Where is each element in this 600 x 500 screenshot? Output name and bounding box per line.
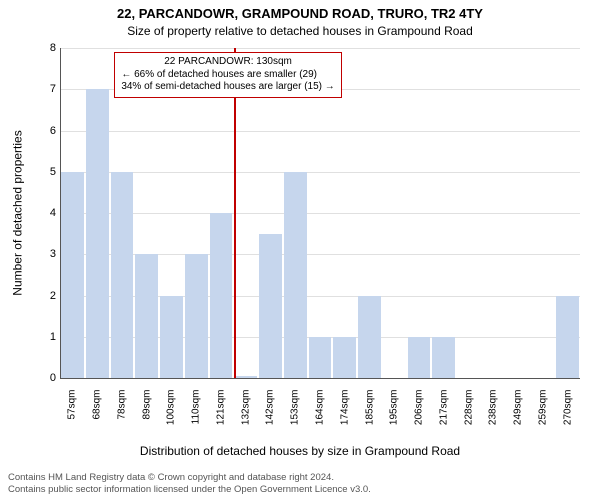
x-tick: 185sqm bbox=[364, 390, 375, 440]
bar bbox=[556, 296, 579, 379]
x-tick: 89sqm bbox=[141, 390, 152, 440]
y-tick: 0 bbox=[40, 372, 56, 384]
y-axis-label: Number of detached properties bbox=[10, 48, 26, 378]
bar bbox=[86, 89, 109, 378]
y-tick: 8 bbox=[40, 42, 56, 54]
title-sub: Size of property relative to detached ho… bbox=[0, 24, 600, 38]
bar bbox=[135, 254, 158, 378]
footer-line2: Contains public sector information licen… bbox=[8, 484, 592, 496]
annotation-box: 22 PARCANDOWR: 130sqm← 66% of detached h… bbox=[114, 52, 341, 98]
bar bbox=[432, 337, 455, 378]
y-tick: 4 bbox=[40, 207, 56, 219]
bar bbox=[210, 213, 233, 378]
bar bbox=[284, 172, 307, 378]
x-tick: 142sqm bbox=[265, 390, 276, 440]
gridline bbox=[60, 172, 580, 173]
footer: Contains HM Land Registry data © Crown c… bbox=[8, 472, 592, 496]
x-tick: 132sqm bbox=[240, 390, 251, 440]
annotation-line3: 34% of semi-detached houses are larger (… bbox=[121, 81, 334, 94]
footer-line1: Contains HM Land Registry data © Crown c… bbox=[8, 472, 592, 484]
x-tick: 164sqm bbox=[315, 390, 326, 440]
x-tick: 206sqm bbox=[414, 390, 425, 440]
annotation-line2: ← 66% of detached houses are smaller (29… bbox=[121, 69, 334, 82]
y-tick: 7 bbox=[40, 83, 56, 95]
y-tick: 6 bbox=[40, 125, 56, 137]
y-tick: 1 bbox=[40, 331, 56, 343]
x-tick: 238sqm bbox=[488, 390, 499, 440]
chart-container: 22, PARCANDOWR, GRAMPOUND ROAD, TRURO, T… bbox=[0, 0, 600, 500]
x-tick: 78sqm bbox=[116, 390, 127, 440]
title-main: 22, PARCANDOWR, GRAMPOUND ROAD, TRURO, T… bbox=[0, 6, 600, 21]
x-tick: 249sqm bbox=[513, 390, 524, 440]
y-axis-label-text: Number of detached properties bbox=[11, 130, 25, 295]
bar bbox=[61, 172, 84, 378]
bar bbox=[259, 234, 282, 378]
y-tick: 5 bbox=[40, 166, 56, 178]
x-tick: 195sqm bbox=[389, 390, 400, 440]
bar bbox=[333, 337, 356, 378]
y-tick: 3 bbox=[40, 248, 56, 260]
x-tick: 270sqm bbox=[562, 390, 573, 440]
y-tick: 2 bbox=[40, 290, 56, 302]
x-axis-line bbox=[60, 378, 580, 379]
plot-area: 01234567857sqm68sqm78sqm89sqm100sqm110sq… bbox=[60, 48, 580, 378]
annotation-line1: 22 PARCANDOWR: 130sqm bbox=[121, 56, 334, 69]
x-tick: 228sqm bbox=[463, 390, 474, 440]
bar bbox=[234, 376, 257, 378]
x-tick: 153sqm bbox=[290, 390, 301, 440]
gridline bbox=[60, 131, 580, 132]
bar bbox=[185, 254, 208, 378]
bar bbox=[309, 337, 332, 378]
x-tick: 110sqm bbox=[191, 390, 202, 440]
x-tick: 68sqm bbox=[92, 390, 103, 440]
x-axis-label: Distribution of detached houses by size … bbox=[0, 444, 600, 458]
bar bbox=[408, 337, 431, 378]
x-tick: 121sqm bbox=[215, 390, 226, 440]
gridline bbox=[60, 213, 580, 214]
bar bbox=[160, 296, 183, 379]
bar bbox=[111, 172, 134, 378]
gridline bbox=[60, 48, 580, 49]
x-tick: 57sqm bbox=[67, 390, 78, 440]
bar bbox=[358, 296, 381, 379]
x-tick: 259sqm bbox=[537, 390, 548, 440]
x-tick: 217sqm bbox=[438, 390, 449, 440]
marker-line bbox=[234, 48, 236, 378]
x-tick: 174sqm bbox=[339, 390, 350, 440]
x-tick: 100sqm bbox=[166, 390, 177, 440]
